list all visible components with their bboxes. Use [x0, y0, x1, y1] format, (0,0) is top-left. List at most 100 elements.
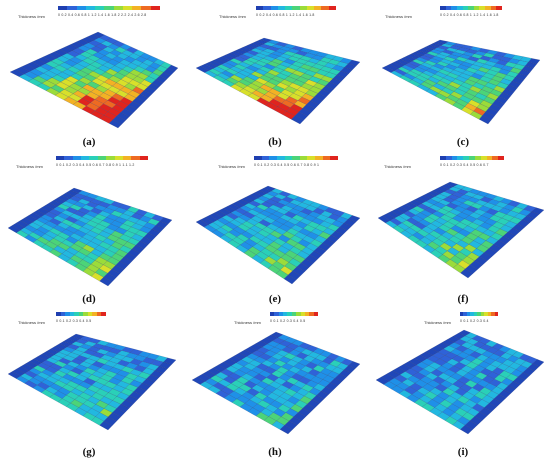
color-legend-bar — [440, 156, 504, 160]
legend-swatch — [131, 156, 140, 160]
legend-swatch — [304, 312, 310, 316]
panel-h: Thickness /mm 0 0.1 0.2 0.3 0.4 0.5 (h) — [184, 312, 366, 462]
legend-swatch — [56, 312, 61, 316]
panel-caption: (c) — [456, 136, 470, 148]
color-legend-bar — [256, 6, 336, 10]
legend-swatch — [85, 6, 96, 10]
legend-swatch — [451, 156, 458, 160]
plate-mesh — [191, 331, 361, 435]
legend-swatch — [104, 6, 114, 10]
mesh-cell — [531, 207, 545, 215]
legend-swatch — [321, 6, 329, 10]
legend-title: Thickness /mm — [424, 320, 451, 325]
legend-title: Thickness /mm — [18, 14, 45, 19]
legend-swatch — [83, 312, 88, 316]
legend-swatch — [76, 6, 86, 10]
legend-swatch — [132, 6, 142, 10]
panel-i: Thickness /mm 0 0.1 0.2 0.3 0.4 (i) — [368, 312, 550, 462]
panel-d: Thickness /mm 0 0.1 0.2 0.3 0.4 0.5 0.6 … — [0, 156, 182, 306]
legend-title: Thickness /mm — [16, 164, 43, 169]
legend-swatch — [307, 156, 316, 160]
panel-caption: (b) — [268, 136, 282, 148]
legend-swatch — [97, 156, 107, 160]
plate-mesh — [381, 39, 541, 125]
thickness-plate-plot — [7, 333, 177, 431]
color-legend-bar — [460, 312, 498, 316]
legend-swatch — [309, 312, 314, 316]
legend-ticks: 0 0.2 0.4 0.6 0.8 1 1.2 1.4 1.6 1.8 — [256, 13, 315, 17]
legend-swatch — [315, 156, 323, 160]
thickness-plate-plot — [7, 187, 173, 287]
legend-swatch — [60, 312, 66, 316]
legend-title: Thickness /mm — [384, 164, 411, 169]
panel-f: Thickness /mm 0 0.1 0.2 0.3 0.4 0.5 0.6 … — [368, 156, 550, 306]
mesh-cell — [348, 59, 361, 66]
plate-mesh — [7, 333, 177, 431]
legend-swatch — [491, 312, 495, 316]
panel-caption: (h) — [268, 446, 282, 458]
legend-swatch — [490, 6, 497, 10]
legend-swatch — [277, 6, 286, 10]
legend-swatch — [300, 312, 305, 316]
legend-swatch — [72, 156, 82, 160]
legend-swatch — [457, 156, 464, 160]
legend-swatch — [462, 6, 469, 10]
legend-swatch — [269, 156, 277, 160]
panel-b: Thickness /mm 0 0.2 0.4 0.6 0.8 1 1.2 1.… — [184, 0, 366, 150]
legend-swatch — [480, 156, 487, 160]
legend-swatch — [474, 156, 481, 160]
panel-e: Thickness /mm 0 0.1 0.2 0.3 0.4 0.5 0.6 … — [184, 156, 366, 306]
legend-swatch — [58, 6, 68, 10]
panel-caption: (g) — [82, 446, 96, 458]
legend-ticks: 0 0.1 0.2 0.3 0.4 0.5 0.6 0.7 — [440, 163, 489, 167]
plate-mesh — [7, 187, 173, 287]
legend-swatch — [460, 312, 464, 316]
mesh-cell — [167, 64, 179, 72]
legend-swatch — [106, 156, 115, 160]
legend-swatch — [256, 6, 264, 10]
panel-caption: (a) — [82, 136, 96, 148]
legend-swatch — [477, 312, 481, 316]
plate-mesh — [377, 181, 545, 279]
legend-swatch — [292, 6, 300, 10]
legend-title: Thickness /mm — [219, 14, 246, 19]
legend-swatch — [92, 312, 97, 316]
legend-swatch — [299, 6, 307, 10]
legend-swatch — [498, 156, 504, 160]
legend-swatch — [314, 6, 322, 10]
legend-swatch — [496, 6, 503, 10]
legend-swatch — [463, 156, 470, 160]
legend-swatch — [313, 312, 318, 316]
color-legend-bar — [270, 312, 318, 316]
panel-g: Thickness /mm 0 0.1 0.2 0.3 0.4 0.5 (g) — [0, 312, 182, 462]
legend-swatch — [284, 156, 293, 160]
plate-mesh — [195, 185, 361, 285]
legend-swatch — [440, 156, 446, 160]
legend-swatch — [451, 6, 457, 10]
color-legend-bar — [254, 156, 339, 160]
legend-swatch — [306, 6, 315, 10]
legend-swatch — [287, 312, 292, 316]
legend-swatch — [78, 312, 84, 316]
legend-swatch — [283, 312, 288, 316]
panel-caption: (f) — [457, 293, 469, 305]
thickness-plate-plot — [195, 37, 361, 125]
legend-swatch — [113, 6, 123, 10]
legend-swatch — [278, 312, 284, 316]
legend-swatch — [122, 6, 133, 10]
legend-swatch — [101, 312, 107, 316]
legend-swatch — [139, 156, 148, 160]
legend-swatch — [64, 156, 73, 160]
legend-ticks: 0 0.1 0.2 0.3 0.4 0.5 — [270, 319, 306, 323]
legend-swatch — [270, 312, 275, 316]
panel-caption: (d) — [82, 293, 96, 305]
legend-swatch — [468, 6, 474, 10]
panel-a: Thickness /mm 0 0.2 0.4 0.6 0.8 1 1.2 1.… — [0, 0, 182, 150]
legend-swatch — [445, 156, 452, 160]
legend-swatch — [89, 156, 98, 160]
legend-swatch — [470, 312, 474, 316]
legend-swatch — [276, 156, 285, 160]
legend-swatch — [81, 156, 90, 160]
mesh-cell — [528, 58, 541, 65]
panel-caption: (i) — [457, 446, 469, 458]
